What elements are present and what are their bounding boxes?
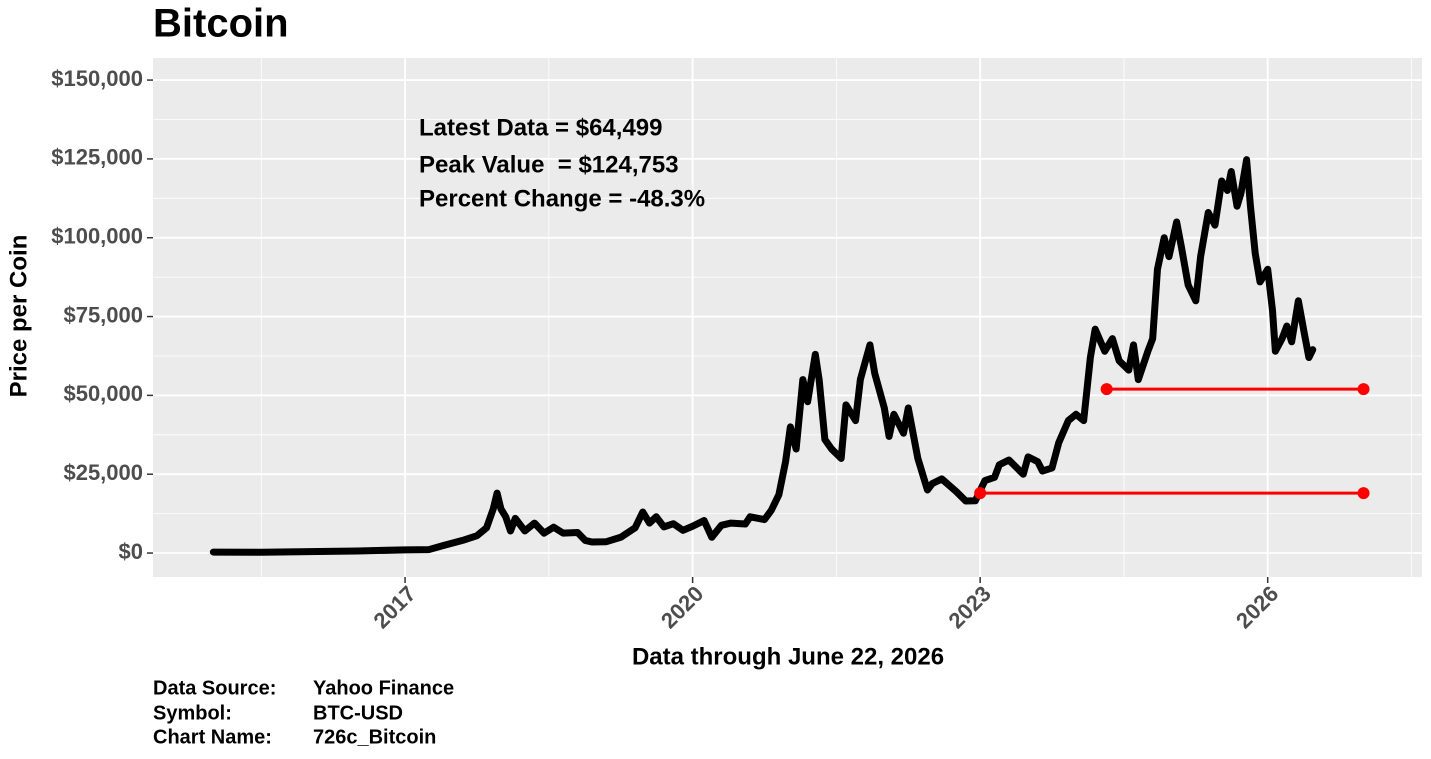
annotation: Percent Change = -48.3% — [419, 185, 705, 212]
x-tick-label: 2017 — [368, 581, 420, 633]
y-tick-label: $100,000 — [51, 224, 143, 249]
y-tick-label: $0 — [119, 539, 143, 564]
caption-value: Yahoo Finance — [313, 677, 454, 699]
caption-label: Data Source: — [153, 677, 276, 699]
annotation: Latest Data = $64,499 — [419, 114, 662, 141]
y-tick-label: $50,000 — [63, 381, 143, 406]
chart-title: Bitcoin — [153, 2, 289, 46]
x-tick-label: 2026 — [1231, 581, 1283, 633]
annotation: Peak Value = $124,753 — [419, 151, 679, 178]
y-tick-label: $125,000 — [51, 145, 143, 170]
reference-point — [1357, 383, 1370, 396]
reference-point — [1100, 383, 1113, 396]
caption-value: BTC-USD — [313, 702, 403, 724]
plot-panel — [153, 58, 1422, 577]
caption-label: Chart Name: — [153, 726, 272, 748]
marks — [209, 156, 1370, 556]
price-line — [209, 156, 1317, 556]
x-axis-label: Data through June 22, 2026 — [632, 643, 944, 670]
caption-value: 726c_Bitcoin — [313, 726, 436, 748]
y-tick-label: $150,000 — [51, 66, 143, 91]
caption-label: Symbol: — [153, 702, 232, 724]
x-tick-label: 2020 — [656, 581, 708, 633]
reference-point — [1357, 487, 1370, 500]
x-tick-label: 2023 — [944, 581, 996, 633]
reference-point — [974, 487, 987, 500]
y-tick-label: $75,000 — [63, 302, 143, 327]
y-axis-label: Price per Coin — [5, 235, 32, 398]
y-tick-label: $25,000 — [63, 460, 143, 485]
